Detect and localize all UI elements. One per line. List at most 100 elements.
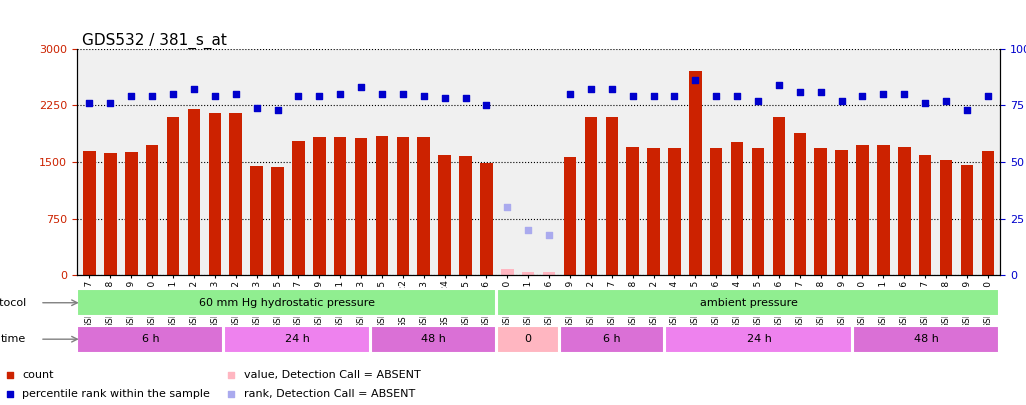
Bar [689,71,702,275]
Point [458,95,474,102]
Point [81,100,97,106]
Point [708,93,724,100]
Point [165,91,182,97]
Bar [418,137,430,275]
Bar [250,166,263,275]
Bar [854,326,999,353]
Bar [857,145,869,275]
Bar [376,136,388,275]
Bar [627,147,639,275]
Text: value, Detection Call = ABSENT: value, Detection Call = ABSENT [243,371,421,380]
Bar [665,326,853,353]
Bar [77,326,223,353]
Point [186,86,202,93]
Point [2,372,18,379]
Point [436,95,452,102]
Bar [501,269,514,275]
Point [562,91,579,97]
Point [373,91,390,97]
Bar [370,326,496,353]
Bar [313,137,325,275]
Point [855,93,871,100]
Text: 0: 0 [524,334,531,344]
Text: 60 mm Hg hydrostatic pressure: 60 mm Hg hydrostatic pressure [199,298,374,308]
Bar [835,150,847,275]
Text: ambient pressure: ambient pressure [700,298,797,308]
Bar [271,167,284,275]
Point [290,93,307,100]
Bar [125,152,137,275]
Bar [585,117,597,275]
Point [792,88,808,95]
Text: GDS532 / 381_s_at: GDS532 / 381_s_at [82,32,227,49]
Point [144,93,160,100]
Text: 48 h: 48 h [914,334,940,344]
Point [416,93,432,100]
Bar [982,151,994,275]
Bar [647,148,660,275]
Point [311,93,327,100]
Text: percentile rank within the sample: percentile rank within the sample [23,389,210,399]
Point [103,100,119,106]
Bar [559,326,664,353]
Bar [815,148,827,275]
Bar [752,148,764,275]
Point [750,98,766,104]
Bar [292,141,305,275]
Point [228,91,244,97]
Text: protocol: protocol [0,298,27,308]
Point [224,372,240,379]
Bar [77,289,496,316]
Bar [224,326,369,353]
Point [583,86,599,93]
Bar [497,326,558,353]
Point [980,93,996,100]
Bar [83,151,95,275]
Point [645,93,662,100]
Bar [188,109,200,275]
Point [666,93,682,100]
Bar [333,137,347,275]
Bar [208,113,221,275]
Bar [230,113,242,275]
Point [603,86,620,93]
Text: 24 h: 24 h [747,334,772,344]
Bar [497,289,999,316]
Bar [543,273,555,275]
Text: time: time [1,334,27,344]
Point [938,98,954,104]
Point [332,91,349,97]
Point [771,82,787,88]
Bar [877,145,890,275]
Bar [605,117,618,275]
Bar [960,165,974,275]
Bar [898,147,910,275]
Text: count: count [23,371,53,380]
Point [499,204,515,211]
Bar [146,145,158,275]
Point [224,390,240,397]
Bar [668,148,680,275]
Bar [940,160,952,275]
Point [123,93,140,100]
Point [353,84,369,90]
Bar [480,163,492,275]
Point [395,91,411,97]
Bar [522,272,535,275]
Text: 6 h: 6 h [142,334,159,344]
Bar [563,158,577,275]
Bar [355,138,367,275]
Bar [167,117,180,275]
Text: 48 h: 48 h [422,334,446,344]
Point [917,100,934,106]
Point [896,91,912,97]
Point [875,91,892,97]
Point [520,227,537,233]
Bar [397,137,409,275]
Bar [731,142,744,275]
Bar [438,155,450,275]
Text: 24 h: 24 h [285,334,310,344]
Bar [710,148,722,275]
Point [625,93,641,100]
Bar [793,133,806,275]
